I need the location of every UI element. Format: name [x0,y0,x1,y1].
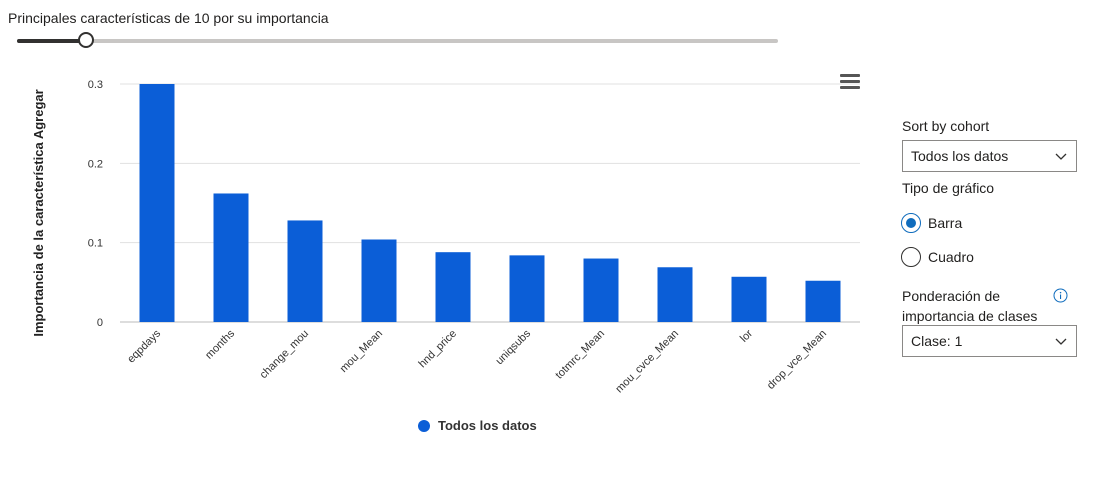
bar[interactable] [731,276,767,322]
x-tick-label: months [203,327,237,361]
chart-legend[interactable]: Todos los datos [418,418,537,433]
radio-box[interactable] [901,247,921,267]
class-weight-value: Clase: 1 [911,333,963,349]
bar[interactable] [805,280,841,322]
slider-fill [17,39,87,43]
x-tick-label: uniqsubs [493,327,533,367]
class-weight-label-line1: Ponderación de [902,288,1001,304]
bar[interactable] [287,220,323,322]
radio-bar[interactable] [901,213,921,233]
bar[interactable] [657,267,693,322]
y-tick-label: 0.1 [88,238,103,250]
top-features-label: Principales características de 10 por su… [8,10,329,26]
legend-marker-icon [418,419,430,432]
x-tick-label: eqpdays [125,327,163,365]
sort-by-cohort-label: Sort by cohort [902,118,990,134]
bar[interactable] [361,239,397,322]
chevron-down-icon [1055,153,1067,160]
class-weight-label-line2: importancia de clases [902,308,1038,324]
y-axis-label: Importancia de la característica Agregar [31,89,46,336]
bar[interactable] [509,255,545,322]
x-tick-label: drop_vce_Mean [765,328,829,392]
sort-by-cohort-value: Todos los datos [911,148,1009,164]
top-features-slider[interactable] [17,39,778,43]
chart-type-bar-label: Barra [928,215,963,231]
chart-menu-icon[interactable] [840,74,860,92]
chart-type-box-label: Cuadro [928,249,974,265]
bar[interactable] [583,258,619,322]
chart-type-box-option[interactable]: Cuadro [901,247,974,267]
x-tick-label: mou_cvce_Mean [613,328,681,396]
chart-type-label: Tipo de gráfico [902,180,995,196]
class-weight-dropdown[interactable]: Clase: 1 [902,325,1077,357]
x-tick-label: lor [738,327,755,344]
y-tick-label: 0.3 [88,79,103,91]
slider-thumb[interactable] [78,32,95,48]
bar[interactable] [435,252,471,322]
chart-type-bar-option[interactable]: Barra [901,213,962,233]
y-tick-label: 0 [97,317,103,329]
bar[interactable] [139,84,175,322]
bar[interactable] [213,193,249,322]
x-tick-label: change_mou [258,328,311,381]
legend-label: Todos los datos [438,418,537,433]
sort-by-cohort-dropdown[interactable]: Todos los datos [902,140,1077,172]
x-tick-label: mou_Mean [338,328,385,375]
x-tick-label: totmrc_Mean [553,328,607,382]
x-tick-label: hnd_price [416,328,459,371]
y-tick-label: 0.2 [88,158,103,170]
feature-importance-chart: 0 0.1 0.2 0.3 Importancia de la característi… [31,79,860,396]
info-icon[interactable] [1053,288,1068,303]
chevron-down-icon [1055,338,1067,345]
